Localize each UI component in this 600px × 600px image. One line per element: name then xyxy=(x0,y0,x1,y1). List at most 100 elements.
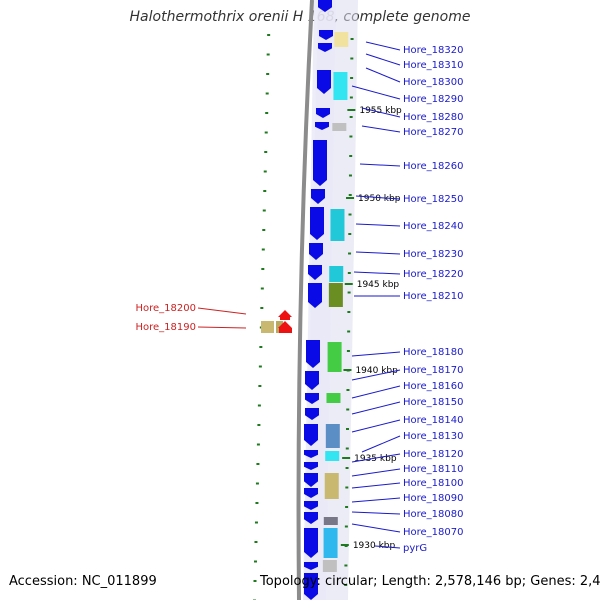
scale-dot xyxy=(350,38,354,40)
tick-mark xyxy=(347,109,356,111)
scale-dot xyxy=(346,428,350,430)
scale-dot xyxy=(345,447,349,450)
forward-gene-arrow[interactable] xyxy=(313,140,327,186)
gene-label-hore-18210[interactable]: Hore_18210 xyxy=(403,291,464,302)
scale-dot xyxy=(346,408,350,411)
cog-box[interactable] xyxy=(330,209,345,241)
forward-gene-arrow[interactable] xyxy=(315,122,329,130)
cog-box[interactable] xyxy=(322,560,337,572)
gene-label-hore-18070[interactable]: Hore_18070 xyxy=(403,527,464,538)
scale-dot xyxy=(258,365,262,368)
tick-mark xyxy=(346,197,355,199)
forward-gene-arrow[interactable] xyxy=(319,30,333,40)
gene-label-hore-18100[interactable]: Hore_18100 xyxy=(403,478,464,489)
forward-gene-arrow[interactable] xyxy=(304,501,318,510)
cog-box[interactable] xyxy=(333,72,348,100)
gene-label-pyrg[interactable]: pyrG xyxy=(403,543,427,554)
forward-gene-arrow[interactable] xyxy=(305,371,319,390)
forward-gene-arrow[interactable] xyxy=(316,108,330,118)
scale-dot xyxy=(266,73,270,75)
cog-box[interactable] xyxy=(326,393,341,403)
gene-label-hore-18170[interactable]: Hore_18170 xyxy=(403,365,464,376)
cog-box[interactable] xyxy=(334,32,349,47)
cog-box[interactable] xyxy=(329,266,344,282)
forward-gene-arrow[interactable] xyxy=(306,340,320,368)
scale-dot xyxy=(349,96,353,99)
gene-label-hore-18260[interactable]: Hore_18260 xyxy=(403,161,464,172)
label-leader-line xyxy=(359,163,401,167)
forward-gene-arrow[interactable] xyxy=(310,207,324,240)
label-leader-line xyxy=(361,125,401,133)
gene-label-hore-18270[interactable]: Hore_18270 xyxy=(403,127,464,138)
cog-box[interactable] xyxy=(323,528,338,558)
forward-gene-arrow[interactable] xyxy=(318,0,332,12)
cog-box[interactable] xyxy=(323,517,338,525)
forward-gene-arrow[interactable] xyxy=(304,450,318,458)
scale-dot xyxy=(253,560,257,563)
tick-mark xyxy=(342,457,351,459)
scale-dot xyxy=(346,389,350,391)
forward-gene-arrow[interactable] xyxy=(304,424,318,446)
scale-dot xyxy=(349,116,353,118)
gene-label-hore-18130[interactable]: Hore_18130 xyxy=(403,431,464,442)
scale-dot xyxy=(348,213,352,216)
gene-label-hore-18160[interactable]: Hore_18160 xyxy=(403,381,464,392)
gene-label-hore-18230[interactable]: Hore_18230 xyxy=(403,249,464,260)
right-gene-labels: Hore_18320 Hore_18310 Hore_18300 Hore_18290… xyxy=(351,41,464,554)
gene-label-hore-18140[interactable]: Hore_18140 xyxy=(403,415,464,426)
tick-label: 1940 kbp xyxy=(355,366,398,376)
gene-label-hore-18290[interactable]: Hore_18290 xyxy=(403,94,464,105)
cog-box[interactable] xyxy=(327,342,342,372)
scale-dot xyxy=(347,330,351,333)
gene-box-hore-18190[interactable] xyxy=(261,321,274,333)
forward-gene-arrow[interactable] xyxy=(304,473,318,487)
cog-box[interactable] xyxy=(325,424,340,448)
scale-dot xyxy=(349,135,353,138)
forward-gene-arrow[interactable] xyxy=(304,462,318,470)
gene-label-hore-18220[interactable]: Hore_18220 xyxy=(403,269,464,280)
scale-dot xyxy=(344,525,348,528)
forward-gene-arrow[interactable] xyxy=(309,243,323,260)
gene-label-hore-18300[interactable]: Hore_18300 xyxy=(403,77,464,88)
gene-label-hore-18080[interactable]: Hore_18080 xyxy=(403,509,464,520)
forward-gene-arrow[interactable] xyxy=(311,189,325,204)
gene-label-hore-18110[interactable]: Hore_18110 xyxy=(403,464,464,475)
gene-label-hore-18090[interactable]: Hore_18090 xyxy=(403,493,464,504)
gene-label-hore-18190[interactable]: Hore_18190 xyxy=(136,322,197,333)
scale-dot xyxy=(258,385,262,387)
forward-gene-arrow[interactable] xyxy=(317,70,331,94)
gene-label-hore-18120[interactable]: Hore_18120 xyxy=(403,449,464,460)
forward-gene-arrow[interactable] xyxy=(304,573,318,600)
gene-label-hore-18200[interactable]: Hore_18200 xyxy=(136,303,197,314)
gene-label-hore-18240[interactable]: Hore_18240 xyxy=(403,221,464,232)
left-gene-labels: Hore_18200 Hore_18190 xyxy=(136,303,247,333)
forward-gene-arrow[interactable] xyxy=(304,528,318,558)
forward-gene-arrow[interactable] xyxy=(318,43,332,52)
forward-gene-arrow[interactable] xyxy=(304,488,318,498)
forward-gene-arrow[interactable] xyxy=(308,283,322,308)
gene-arrow-hore-18190[interactable] xyxy=(278,321,292,333)
forward-gene-arrow[interactable] xyxy=(305,393,319,404)
forward-gene-arrow[interactable] xyxy=(308,265,322,280)
forward-gene-arrow[interactable] xyxy=(305,408,319,420)
forward-gene-arrow[interactable] xyxy=(304,512,318,524)
scale-dot xyxy=(265,92,269,95)
cog-box[interactable] xyxy=(328,283,343,307)
gene-label-hore-18250[interactable]: Hore_18250 xyxy=(403,194,464,205)
gene-label-hore-18280[interactable]: Hore_18280 xyxy=(403,112,464,123)
scale-dot xyxy=(265,112,269,114)
gene-label-hore-18310[interactable]: Hore_18310 xyxy=(403,60,464,71)
forward-gene-arrow[interactable] xyxy=(304,562,318,570)
gene-label-hore-18320[interactable]: Hore_18320 xyxy=(403,45,464,56)
scale-dot xyxy=(350,77,354,79)
tick-label: 1955 kbp xyxy=(359,106,402,116)
tick-label: 1945 kbp xyxy=(357,280,400,290)
cog-box[interactable] xyxy=(324,473,339,499)
gene-label-hore-18180[interactable]: Hore_18180 xyxy=(403,347,464,358)
gene-arrow-hore-18200[interactable] xyxy=(278,310,292,320)
cog-box[interactable] xyxy=(325,451,340,461)
cog-box[interactable] xyxy=(332,123,347,131)
gene-label-hore-18150[interactable]: Hore_18150 xyxy=(403,397,464,408)
scale-dot xyxy=(348,194,352,196)
scale-dot xyxy=(262,229,266,231)
